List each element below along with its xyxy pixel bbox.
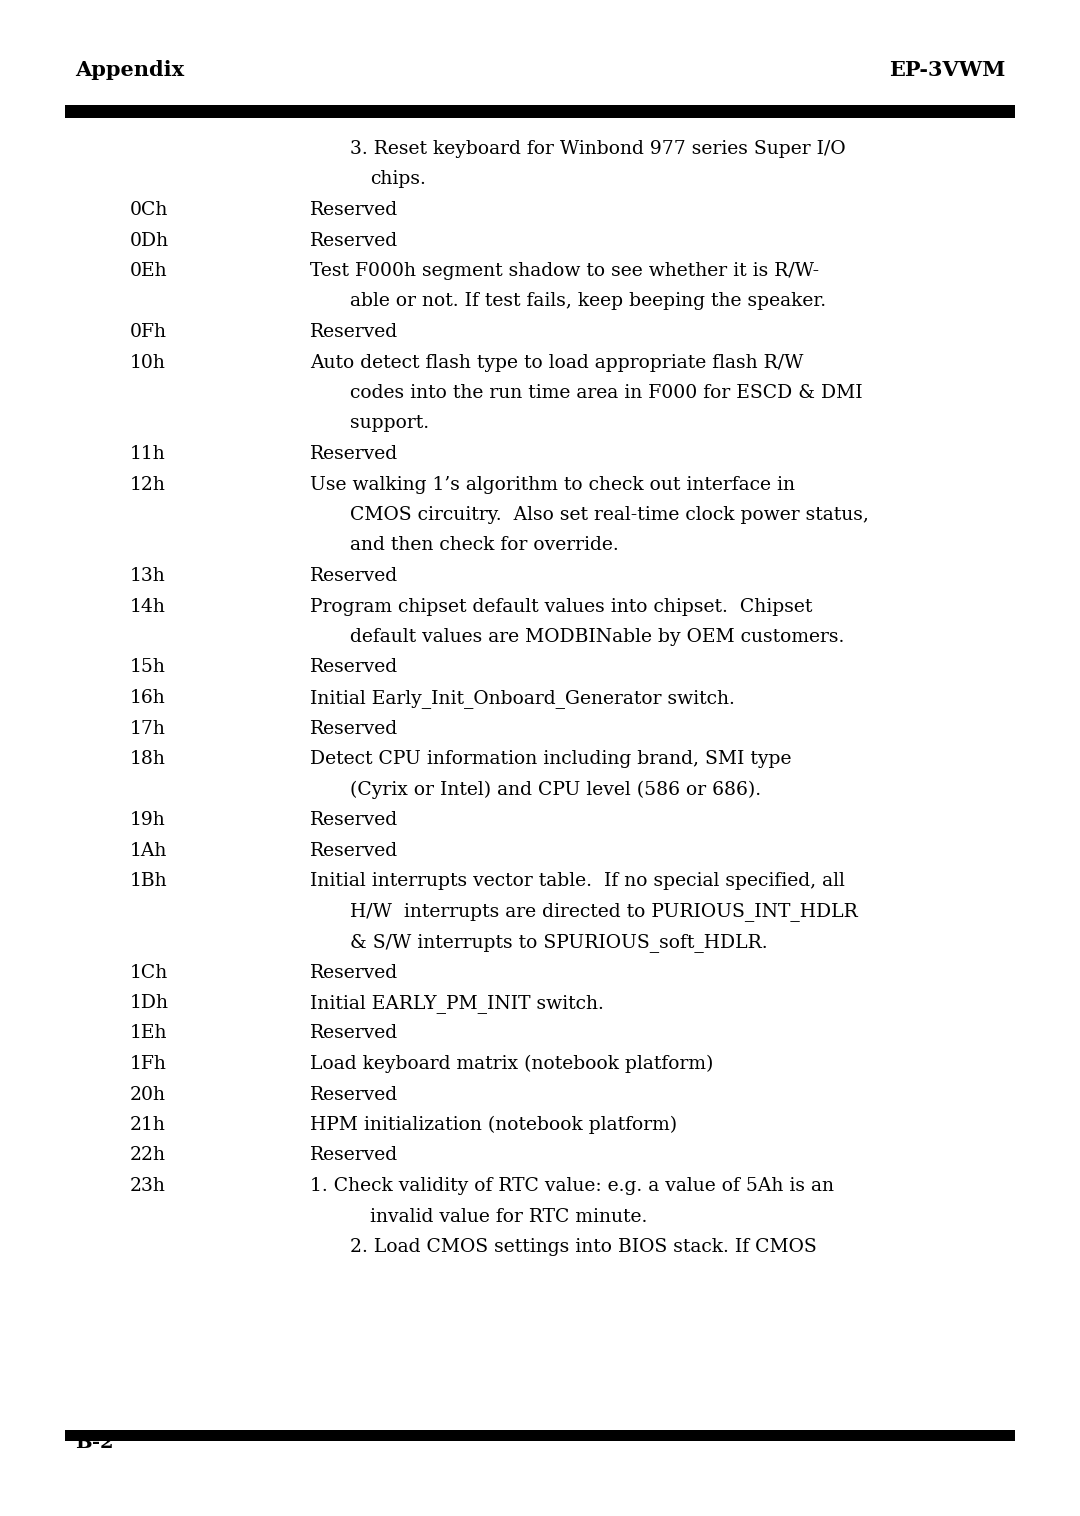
- Text: able or not. If test fails, keep beeping the speaker.: able or not. If test fails, keep beeping…: [350, 293, 826, 311]
- Text: 20h: 20h: [130, 1085, 166, 1104]
- Text: chips.: chips.: [370, 170, 426, 188]
- Text: Test F000h segment shadow to see whether it is R/W-: Test F000h segment shadow to see whether…: [310, 262, 819, 280]
- Text: 1Fh: 1Fh: [130, 1055, 167, 1073]
- Text: Use walking 1’s algorithm to check out interface in: Use walking 1’s algorithm to check out i…: [310, 476, 795, 494]
- Text: 15h: 15h: [130, 658, 166, 676]
- Text: Initial Early_Init_Onboard_Generator switch.: Initial Early_Init_Onboard_Generator swi…: [310, 688, 734, 708]
- Text: Reserved: Reserved: [310, 841, 399, 860]
- Text: EP-3VWM: EP-3VWM: [889, 61, 1005, 80]
- Text: 0Eh: 0Eh: [130, 262, 167, 280]
- Text: 1Dh: 1Dh: [130, 994, 168, 1013]
- Text: 22h: 22h: [130, 1146, 166, 1164]
- Text: Reserved: Reserved: [310, 1025, 399, 1043]
- Text: 11h: 11h: [130, 446, 165, 462]
- Text: Reserved: Reserved: [310, 811, 399, 829]
- Text: 21h: 21h: [130, 1116, 166, 1134]
- Text: Reserved: Reserved: [310, 567, 399, 585]
- Text: 17h: 17h: [130, 720, 166, 737]
- Text: Reserved: Reserved: [310, 446, 399, 462]
- Text: 0Ch: 0Ch: [130, 202, 168, 218]
- Text: default values are MODBINable by OEM customers.: default values are MODBINable by OEM cus…: [350, 628, 845, 646]
- Text: Initial EARLY_PM_INIT switch.: Initial EARLY_PM_INIT switch.: [310, 994, 604, 1013]
- Text: 18h: 18h: [130, 750, 166, 769]
- Text: 2. Load CMOS settings into BIOS stack. If CMOS: 2. Load CMOS settings into BIOS stack. I…: [350, 1239, 816, 1255]
- Text: 10h: 10h: [130, 353, 166, 371]
- Text: Appendix: Appendix: [75, 61, 184, 80]
- Text: support.: support.: [350, 414, 429, 432]
- Text: 12h: 12h: [130, 476, 166, 494]
- Text: and then check for override.: and then check for override.: [350, 537, 619, 555]
- Text: 19h: 19h: [130, 811, 165, 829]
- Text: 14h: 14h: [130, 597, 166, 615]
- Text: B-2: B-2: [75, 1434, 113, 1452]
- Text: 0Dh: 0Dh: [130, 232, 170, 250]
- Text: Auto detect flash type to load appropriate flash R/W: Auto detect flash type to load appropria…: [310, 353, 804, 371]
- Text: 16h: 16h: [130, 688, 165, 706]
- Text: 1Ah: 1Ah: [130, 841, 167, 860]
- Text: Load keyboard matrix (notebook platform): Load keyboard matrix (notebook platform): [310, 1055, 714, 1073]
- Text: 1Eh: 1Eh: [130, 1025, 167, 1043]
- Text: Reserved: Reserved: [310, 964, 399, 981]
- Text: Reserved: Reserved: [310, 658, 399, 676]
- Text: & S/W interrupts to SPURIOUS_soft_HDLR.: & S/W interrupts to SPURIOUS_soft_HDLR.: [350, 932, 768, 952]
- Text: Detect CPU information including brand, SMI type: Detect CPU information including brand, …: [310, 750, 792, 769]
- Bar: [65, 1430, 1015, 1442]
- Text: 1Ch: 1Ch: [130, 964, 168, 981]
- Text: 0Fh: 0Fh: [130, 323, 167, 341]
- Text: Reserved: Reserved: [310, 202, 399, 218]
- Text: (Cyrix or Intel) and CPU level (586 or 686).: (Cyrix or Intel) and CPU level (586 or 6…: [350, 781, 761, 799]
- Text: Reserved: Reserved: [310, 720, 399, 737]
- Text: 1. Check validity of RTC value: e.g. a value of 5Ah is an: 1. Check validity of RTC value: e.g. a v…: [310, 1176, 834, 1195]
- Text: codes into the run time area in F000 for ESCD & DMI: codes into the run time area in F000 for…: [350, 384, 863, 402]
- Text: HPM initialization (notebook platform): HPM initialization (notebook platform): [310, 1116, 677, 1134]
- Text: 23h: 23h: [130, 1176, 166, 1195]
- Text: Reserved: Reserved: [310, 232, 399, 250]
- Bar: [65, 105, 1015, 118]
- Text: Initial interrupts vector table.  If no special specified, all: Initial interrupts vector table. If no s…: [310, 872, 845, 890]
- Text: 1Bh: 1Bh: [130, 872, 167, 890]
- Text: invalid value for RTC minute.: invalid value for RTC minute.: [370, 1208, 647, 1225]
- Text: H/W  interrupts are directed to PURIOUS_INT_HDLR: H/W interrupts are directed to PURIOUS_I…: [350, 902, 858, 922]
- Text: 13h: 13h: [130, 567, 165, 585]
- Text: Reserved: Reserved: [310, 1085, 399, 1104]
- Text: CMOS circuitry.  Also set real-time clock power status,: CMOS circuitry. Also set real-time clock…: [350, 506, 869, 525]
- Text: Reserved: Reserved: [310, 1146, 399, 1164]
- Text: Reserved: Reserved: [310, 323, 399, 341]
- Text: 3. Reset keyboard for Winbond 977 series Super I/O: 3. Reset keyboard for Winbond 977 series…: [350, 139, 846, 158]
- Text: Program chipset default values into chipset.  Chipset: Program chipset default values into chip…: [310, 597, 812, 615]
